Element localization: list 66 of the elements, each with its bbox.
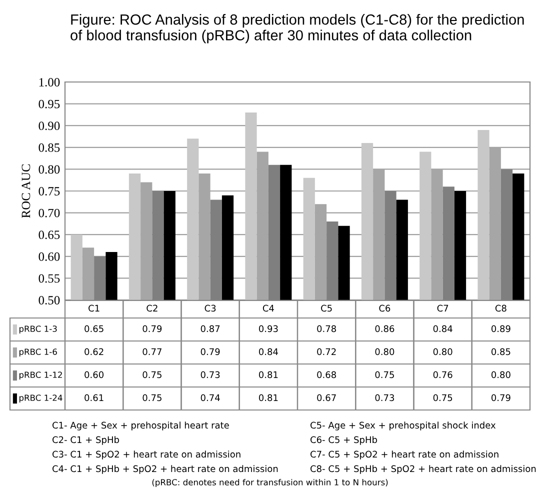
data-label: 0.75: [142, 371, 162, 378]
data-label: 0.72: [317, 348, 336, 356]
data-label: 0.84: [258, 348, 278, 356]
y-tick-label: 0.75: [38, 187, 60, 196]
data-label: 0.76: [433, 371, 452, 378]
y-tick-label: 0.55: [38, 274, 60, 283]
text: C3- C1 + SpO2 + heart rate on admission: [52, 450, 240, 460]
data-label: 0.61: [84, 394, 104, 402]
y-tick-label: 1.00: [39, 78, 60, 87]
data-label: 0.62: [84, 348, 104, 356]
x-tick-label: C5: [321, 304, 332, 312]
data-label: 0.81: [258, 394, 278, 402]
data-label: 0.68: [317, 371, 336, 378]
y-tick-label: 0.80: [38, 165, 60, 174]
data-label: 0.79: [491, 394, 510, 402]
data-label: 0.77: [142, 348, 162, 356]
x-tick-label: C4: [262, 304, 274, 312]
x-tick-label: C2: [146, 304, 158, 312]
text: C2- C1 + SpHb: [52, 436, 120, 445]
text: C1- Age + Sex + prehospital heart rate: [52, 422, 229, 430]
data-label: 0.67: [317, 394, 336, 402]
data-label: 0.73: [200, 371, 220, 378]
legend-label: pRBC 1-12: [19, 372, 62, 380]
data-label: 0.74: [200, 394, 220, 402]
data-label: 0.60: [84, 371, 104, 378]
y-tick-label: 0.90: [38, 122, 60, 130]
x-tick-label: C1: [88, 304, 100, 312]
data-label: 0.89: [491, 325, 510, 332]
y-tick-label: 0.95: [38, 100, 60, 108]
y-tick-label: 0.85: [38, 143, 60, 152]
data-label: 0.79: [200, 348, 220, 356]
text: C6- C5 + SpHb: [310, 436, 378, 445]
data-label: 0.80: [433, 348, 452, 356]
y-tick-label: 0.70: [38, 208, 60, 218]
x-tick-label: C6: [379, 304, 390, 312]
data-label: 0.86: [375, 325, 394, 332]
data-label: 0.75: [142, 394, 162, 402]
legend-label: pRBC 1-6: [19, 348, 57, 357]
text: (pRBC: denotes need for transfusion within 1 to N hours): [152, 478, 388, 488]
data-label: 0.85: [491, 348, 510, 356]
data-label: 0.87: [200, 325, 220, 332]
data-label: 0.93: [258, 325, 278, 332]
text: C5- Age + Sex + prehospital shock index: [310, 422, 496, 430]
data-label: 0.79: [142, 325, 162, 332]
x-tick-label: C7: [437, 304, 448, 312]
x-tick-label: C3: [204, 304, 216, 312]
data-label: 0.80: [375, 348, 394, 356]
legend-label: pRBC 1-3: [19, 326, 57, 334]
data-label: 0.75: [375, 371, 394, 378]
data-label: 0.75: [433, 394, 452, 402]
y-tick-label: 0.65: [38, 230, 60, 240]
text: C4- C1 + SpHb + SpO2 + heart rate on admission: [52, 465, 278, 474]
y-tick-label: 0.50: [38, 296, 60, 305]
text: C7- C5 + SpO2 + heart rate on admission: [310, 450, 498, 460]
y-tick-label: 0.60: [38, 252, 60, 261]
data-label: 0.81: [258, 371, 278, 378]
chart-title: Figure: ROC Analysis of 8 prediction models (C1-C8) for the prediction of blood transfusion (pRBC) after 30 minutes of data collection: [70, 14, 524, 44]
y-axis-title: ROC AUC: [22, 164, 30, 218]
data-label: 0.73: [375, 394, 394, 402]
data-label: 0.80: [491, 371, 510, 378]
text: C8- C5 + SpHb + SpO2 + heart rate on admission: [310, 465, 536, 474]
data-label: 0.65: [84, 325, 104, 332]
x-tick-label: C8: [495, 304, 506, 312]
data-label: 0.78: [317, 325, 336, 332]
legend-label: pRBC 1-24: [19, 394, 62, 403]
data-label: 0.84: [433, 325, 452, 332]
